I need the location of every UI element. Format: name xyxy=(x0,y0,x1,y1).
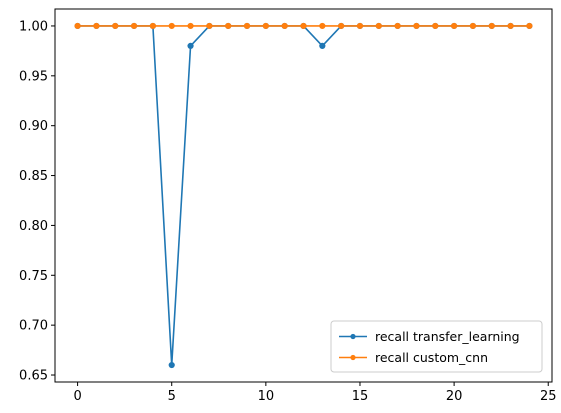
data-point xyxy=(488,22,495,30)
data-point xyxy=(319,42,326,50)
legend-label: recall transfer_learning xyxy=(375,329,520,344)
data-point xyxy=(451,22,458,30)
data-point xyxy=(187,42,194,50)
x-tick-label: 5 xyxy=(168,389,176,404)
y-tick-label: 0.70 xyxy=(19,319,48,334)
data-point xyxy=(262,22,269,30)
data-point xyxy=(300,22,307,30)
data-point xyxy=(206,22,213,30)
x-tick-label: 25 xyxy=(540,389,557,404)
legend-item: recall custom_cnn xyxy=(339,350,488,365)
data-point xyxy=(413,22,420,30)
plot-area xyxy=(74,22,533,369)
x-axis: 0 5 10 15 20 25 xyxy=(73,382,557,404)
x-tick-label: 10 xyxy=(258,389,275,404)
y-tick-label: 0.75 xyxy=(19,269,48,284)
data-point xyxy=(243,22,251,30)
data-point xyxy=(168,22,175,30)
x-tick-label: 0 xyxy=(73,389,81,404)
y-tick-label: 0.85 xyxy=(19,169,48,184)
data-point xyxy=(338,22,345,30)
data-point xyxy=(112,22,119,30)
y-tick-label: 0.80 xyxy=(19,219,48,234)
y-axis: 0.65 0.70 0.75 0.80 0.85 0.90 0.95 1.00 xyxy=(19,19,55,384)
x-tick-label: 20 xyxy=(446,389,463,404)
y-tick-label: 0.90 xyxy=(19,119,48,134)
data-point xyxy=(225,22,232,30)
data-point xyxy=(168,361,175,369)
axes-frame xyxy=(54,8,553,383)
series-1 xyxy=(74,22,533,30)
legend-swatch-marker xyxy=(350,333,356,340)
data-point xyxy=(375,22,382,30)
data-point xyxy=(187,22,194,30)
data-point xyxy=(394,22,401,30)
data-point xyxy=(74,22,81,30)
data-point xyxy=(432,22,439,30)
y-tick-label: 0.95 xyxy=(19,69,48,84)
legend-swatch-marker xyxy=(350,354,356,361)
y-tick-label: 1.00 xyxy=(19,19,48,34)
legend-box xyxy=(330,320,543,373)
legend-item: recall transfer_learning xyxy=(339,329,520,344)
data-point xyxy=(149,22,156,30)
x-tick-label: 15 xyxy=(352,389,369,404)
data-point xyxy=(526,22,533,30)
data-point xyxy=(319,22,326,30)
data-point xyxy=(356,22,364,30)
data-point xyxy=(281,22,288,30)
y-tick-label: 0.65 xyxy=(19,369,48,384)
data-point xyxy=(130,22,138,30)
legend-label: recall custom_cnn xyxy=(375,350,488,365)
data-point xyxy=(93,22,100,30)
data-point xyxy=(469,22,477,30)
data-point xyxy=(507,22,514,30)
